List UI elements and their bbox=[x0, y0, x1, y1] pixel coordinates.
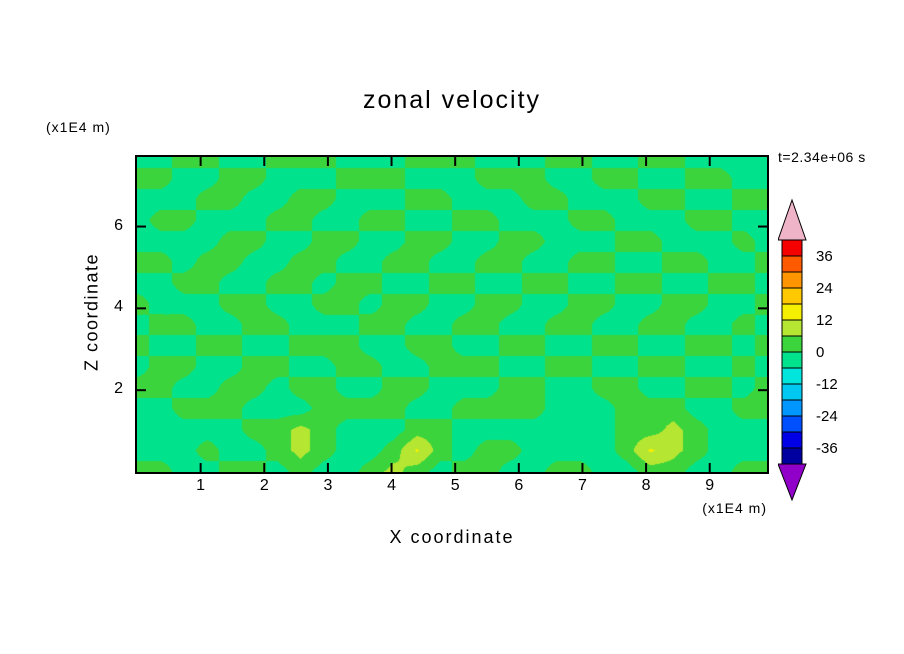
colorbar-bottom-arrow bbox=[778, 463, 807, 502]
z-tick-labels: 2 4 6 bbox=[96, 157, 128, 472]
x-axis-label: X coordinate bbox=[389, 527, 515, 547]
contour-field-canvas bbox=[137, 157, 767, 472]
colorbar-band bbox=[781, 271, 803, 289]
x-tick-label: 1 bbox=[196, 477, 206, 494]
colorbar-label: -24 bbox=[816, 408, 838, 425]
plot-area bbox=[135, 155, 769, 474]
time-annotation: t=2.34e+06 s bbox=[778, 149, 866, 165]
x-axis-unit-label: (x1E4 m) bbox=[702, 500, 767, 516]
colorbar: 36 24 12 0 -12 -24 -36 bbox=[778, 198, 838, 502]
colorbar-band bbox=[781, 319, 803, 337]
colorbar-band bbox=[781, 367, 803, 385]
colorbar-band bbox=[781, 351, 803, 369]
z-axis-unit-label: (x1E4 m) bbox=[46, 119, 111, 135]
colorbar-label: -36 bbox=[816, 440, 838, 457]
z-tick-label: 4 bbox=[114, 298, 123, 316]
colorbar-label: -12 bbox=[816, 376, 838, 393]
colorbar-band bbox=[781, 255, 803, 273]
colorbar-label: 36 bbox=[816, 248, 833, 265]
colorbar-label: 0 bbox=[816, 344, 824, 361]
colorbar-top-arrow bbox=[778, 198, 807, 241]
colorbar-band bbox=[781, 447, 803, 465]
x-tick-label: 5 bbox=[450, 477, 460, 494]
z-tick-label: 2 bbox=[114, 380, 123, 398]
x-tick-label: 6 bbox=[514, 477, 524, 494]
colorbar-label: 24 bbox=[816, 280, 833, 297]
colorbar-band bbox=[781, 303, 803, 321]
chart-title: zonal velocity bbox=[362, 86, 542, 114]
x-tick-label: 8 bbox=[641, 477, 651, 494]
colorbar-band bbox=[781, 415, 803, 433]
x-tick-label: 3 bbox=[323, 477, 333, 494]
colorbar-band bbox=[781, 335, 803, 353]
colorbar-label: 12 bbox=[816, 312, 833, 329]
x-tick-labels: 1 2 3 4 5 6 7 8 9 bbox=[137, 477, 767, 499]
z-tick-label: 6 bbox=[114, 216, 123, 234]
colorbar-band bbox=[781, 431, 803, 449]
x-tick-label: 4 bbox=[387, 477, 396, 494]
x-tick-label: 2 bbox=[259, 477, 269, 494]
colorbar-band bbox=[781, 239, 803, 257]
axis-tick-marks bbox=[137, 157, 767, 472]
colorbar-band bbox=[781, 383, 803, 401]
colorbar-band bbox=[781, 399, 803, 417]
x-tick-label: 7 bbox=[578, 477, 587, 494]
x-tick-label: 9 bbox=[705, 477, 715, 494]
colorbar-band bbox=[781, 287, 803, 305]
